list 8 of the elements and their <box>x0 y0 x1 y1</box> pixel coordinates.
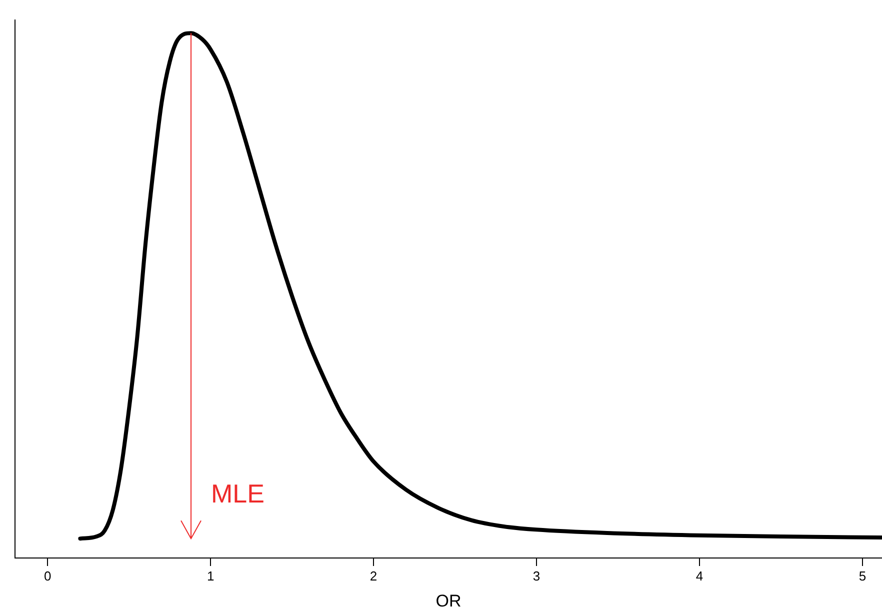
x-tick-label: 2 <box>370 568 378 584</box>
x-tick-label: 1 <box>206 568 214 584</box>
ref-line-label: MLE <box>211 478 264 509</box>
x-tick-label: 0 <box>44 568 52 584</box>
x-axis-title: OR <box>436 591 462 610</box>
x-tick-label: 5 <box>858 568 866 584</box>
x-tick-label: 3 <box>532 568 540 584</box>
x-tick-label: 4 <box>696 568 704 584</box>
